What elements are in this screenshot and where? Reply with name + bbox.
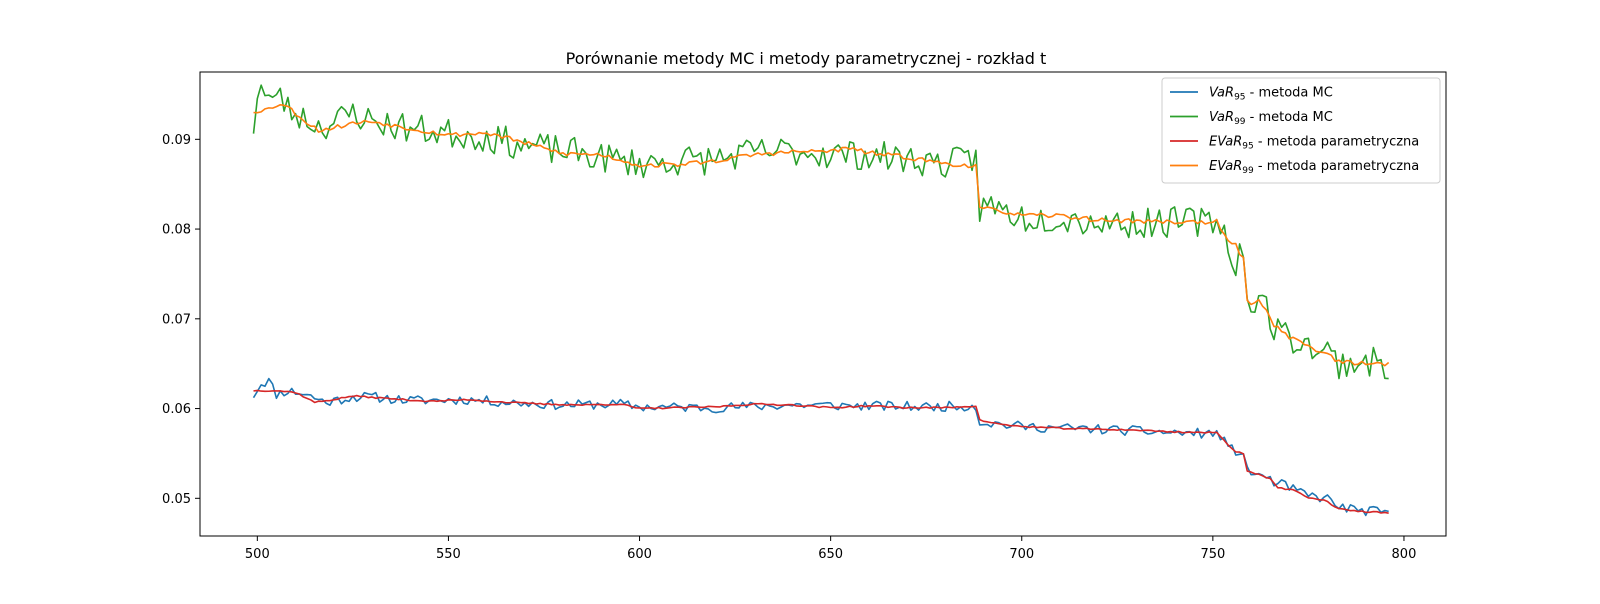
- legend-label-subscript: 99: [1234, 117, 1246, 127]
- legend-label-rest: - metoda MC: [1246, 86, 1333, 101]
- y-tick-label: 0.06: [162, 402, 191, 417]
- legend-label-evar99: EVaR99 - metoda parametryczna: [1209, 159, 1419, 176]
- legend-box: [1161, 77, 1441, 184]
- legend-label-rest: - metoda parametryczna: [1254, 159, 1420, 174]
- x-tick-label: 500: [245, 547, 270, 562]
- y-tick-label: 0.05: [162, 492, 191, 507]
- series-line-evar95: [253, 389, 1389, 514]
- legend-label-rest: - metoda MC: [1246, 110, 1333, 125]
- y-tick-label: 0.09: [162, 133, 191, 148]
- y-axis-ticks: 0.05 0.06 0.07 0.08 0.09: [162, 133, 200, 507]
- legend-label-evar95: EVaR95 - metoda parametryczna: [1209, 135, 1419, 152]
- legend-label-var99: VaR99 - metoda MC: [1209, 110, 1333, 127]
- axes-frame: [199, 71, 1447, 537]
- x-tick-label: 700: [1009, 547, 1034, 562]
- legend-label-subscript: 95: [1242, 142, 1253, 152]
- y-tick-label: 0.08: [162, 223, 191, 238]
- legend-label-main: EVaR: [1209, 135, 1242, 150]
- x-tick-label: 600: [627, 547, 652, 562]
- x-tick-label: 650: [818, 547, 843, 562]
- x-tick-label: 800: [1392, 547, 1417, 562]
- legend-label-subscript: 95: [1234, 93, 1245, 103]
- series-layer: [252, 84, 1390, 517]
- legend-label-rest: - metoda parametryczna: [1254, 135, 1420, 150]
- y-tick-label: 0.07: [162, 312, 191, 327]
- legend-label-main: VaR: [1209, 86, 1234, 101]
- legend-label-main: EVaR: [1209, 159, 1242, 174]
- legend-label-subscript: 99: [1242, 166, 1254, 176]
- series-line-evar99: [253, 103, 1390, 367]
- legend-label-main: VaR: [1209, 110, 1234, 125]
- x-axis-ticks: 500 550 600 650 700 750 800: [245, 536, 1416, 562]
- x-tick-label: 550: [436, 547, 461, 562]
- x-tick-label: 750: [1200, 547, 1225, 562]
- chart-title: Porównanie metody MC i metody parametryc…: [566, 49, 1047, 68]
- legend-label-var95: VaR95 - metoda MC: [1209, 86, 1333, 103]
